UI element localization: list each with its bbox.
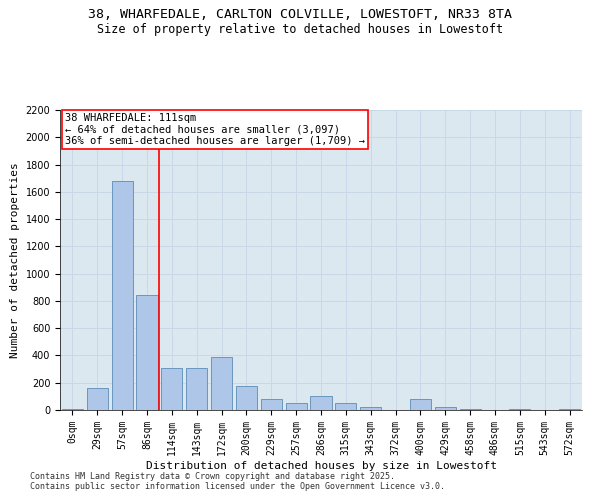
Bar — [186, 368, 207, 410]
Bar — [335, 403, 356, 410]
Bar — [410, 399, 431, 410]
Bar — [236, 386, 257, 410]
Bar — [161, 368, 182, 410]
Bar — [360, 408, 381, 410]
Bar — [112, 181, 133, 410]
Text: Contains HM Land Registry data © Crown copyright and database right 2025.: Contains HM Land Registry data © Crown c… — [30, 472, 395, 481]
Bar — [286, 403, 307, 410]
Bar — [62, 408, 83, 410]
Bar — [211, 357, 232, 410]
Text: 38 WHARFEDALE: 111sqm
← 64% of detached houses are smaller (3,097)
36% of semi-d: 38 WHARFEDALE: 111sqm ← 64% of detached … — [65, 113, 365, 146]
X-axis label: Distribution of detached houses by size in Lowestoft: Distribution of detached houses by size … — [146, 460, 497, 470]
Bar — [136, 296, 158, 410]
Bar — [435, 408, 456, 410]
Text: Size of property relative to detached houses in Lowestoft: Size of property relative to detached ho… — [97, 22, 503, 36]
Bar — [460, 408, 481, 410]
Bar — [87, 388, 108, 410]
Text: 38, WHARFEDALE, CARLTON COLVILLE, LOWESTOFT, NR33 8TA: 38, WHARFEDALE, CARLTON COLVILLE, LOWEST… — [88, 8, 512, 20]
Bar — [310, 396, 332, 410]
Y-axis label: Number of detached properties: Number of detached properties — [10, 162, 20, 358]
Bar — [261, 399, 282, 410]
Text: Contains public sector information licensed under the Open Government Licence v3: Contains public sector information licen… — [30, 482, 445, 491]
